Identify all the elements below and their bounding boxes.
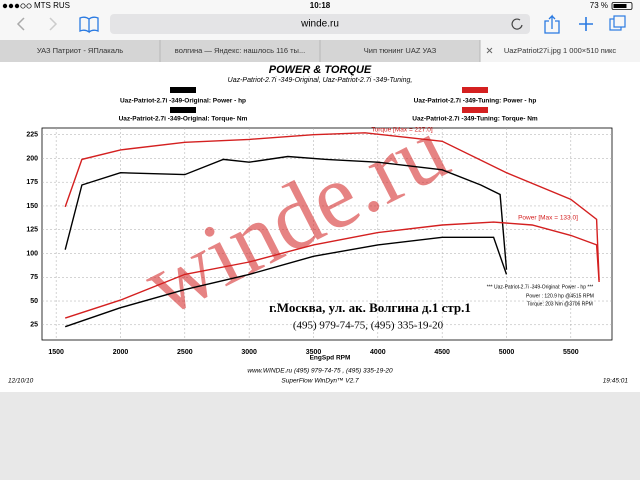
chart-title: POWER & TORQUE xyxy=(269,64,372,76)
x-axis-label: EngSpd RPM xyxy=(310,355,351,362)
back-button[interactable] xyxy=(16,17,25,31)
battery-level xyxy=(613,4,627,8)
annotation: Torque: 203 Nm @3706 RPM xyxy=(527,301,593,307)
active-tab[interactable] xyxy=(480,40,640,62)
legend-swatch xyxy=(462,87,488,93)
x-tick-label: 4000 xyxy=(370,349,386,356)
forward-button[interactable] xyxy=(49,17,58,31)
y-tick-label: 200 xyxy=(26,155,38,162)
footer-text: www.WINDE.ru (495) 979-74-75 , (495) 335… xyxy=(247,368,393,375)
series-line xyxy=(64,132,600,281)
x-tick-label: 4500 xyxy=(434,349,450,356)
footer-text: SuperFlow WinDyn™ V2.7 xyxy=(281,378,359,385)
date: 12/10/10 xyxy=(8,378,34,385)
series-line xyxy=(64,236,508,328)
annotation: Power : 120.9 hp @4515 RPM xyxy=(526,293,594,299)
series-line xyxy=(64,221,600,319)
annotation: *** Uaz-Patriot-2.7i -349-Original: Powe… xyxy=(487,284,593,290)
tabs-button-back xyxy=(613,15,626,28)
annotation: (495) 979-74-75, (495) 335-19-20 xyxy=(293,320,444,332)
y-tick-label: 225 xyxy=(26,131,38,138)
y-tick-label: 150 xyxy=(26,203,38,210)
tab-title: Чип тюнинг UAZ УАЗ xyxy=(364,46,437,55)
x-tick-label: 2500 xyxy=(177,349,193,356)
annotation: г.Москва, ул. ак. Волгина д.1 стр.1 xyxy=(269,300,471,315)
y-tick-label: 25 xyxy=(30,322,38,329)
plot-area xyxy=(41,127,613,341)
y-tick-label: 125 xyxy=(26,227,38,234)
legend-swatch xyxy=(170,107,196,113)
url: winde.ru xyxy=(300,19,339,30)
legend-label: Uaz-Patriot-2.7i -349-Original: Power - … xyxy=(120,98,246,105)
share-button[interactable] xyxy=(544,14,560,34)
tab-title: UazPatriot27i.jpg 1 000×510 пикс xyxy=(504,46,617,55)
x-tick-label: 3500 xyxy=(306,349,322,356)
clock: 19:45:01 xyxy=(603,378,629,385)
address-bar[interactable] xyxy=(110,14,530,34)
legend-swatch xyxy=(170,87,196,93)
annotation: Power [Max = 133.0] xyxy=(518,215,578,222)
carrier: MTS RUS xyxy=(34,1,70,10)
legend-label: Uaz-Patriot-2.7i -349-Tuning: Torque- Nm xyxy=(412,116,538,123)
y-tick-label: 175 xyxy=(26,179,38,186)
battery: 73 % xyxy=(590,1,608,10)
legend-label: Uaz-Patriot-2.7i -349-Tuning: Power - hp xyxy=(414,98,537,105)
x-tick-label: 2000 xyxy=(113,349,129,356)
reload-button[interactable] xyxy=(511,18,523,30)
bookmarks-button[interactable] xyxy=(79,16,99,34)
tab-title: волгина — Яндекс: нашлось 116 ты... xyxy=(175,46,305,55)
x-tick-label: 3000 xyxy=(241,349,257,356)
x-tick-label: 5500 xyxy=(563,349,579,356)
y-tick-label: 75 xyxy=(30,274,38,281)
y-tick-label: 100 xyxy=(26,250,38,257)
legend-label: Uaz-Patriot-2.7i -349-Original: Torque- … xyxy=(119,116,248,123)
new-tab-button[interactable] xyxy=(579,17,593,31)
annotation: Torque [Max = 227.0] xyxy=(371,127,432,134)
tab-close xyxy=(486,47,493,54)
tab-title: УАЗ Патриот - ЯПлакаль xyxy=(37,46,123,55)
y-tick-label: 50 xyxy=(30,298,38,305)
x-tick-label: 1500 xyxy=(48,349,64,356)
time: 10:18 xyxy=(310,1,331,10)
series-line xyxy=(64,155,508,270)
battery-icon xyxy=(611,2,633,10)
legend-swatch xyxy=(462,107,488,113)
x-tick-label: 5000 xyxy=(499,349,515,356)
chart-subtitle: Uaz-Patriot-2.7i -349-Original, Uaz-Patr… xyxy=(228,77,413,84)
signal-dots xyxy=(2,3,32,9)
